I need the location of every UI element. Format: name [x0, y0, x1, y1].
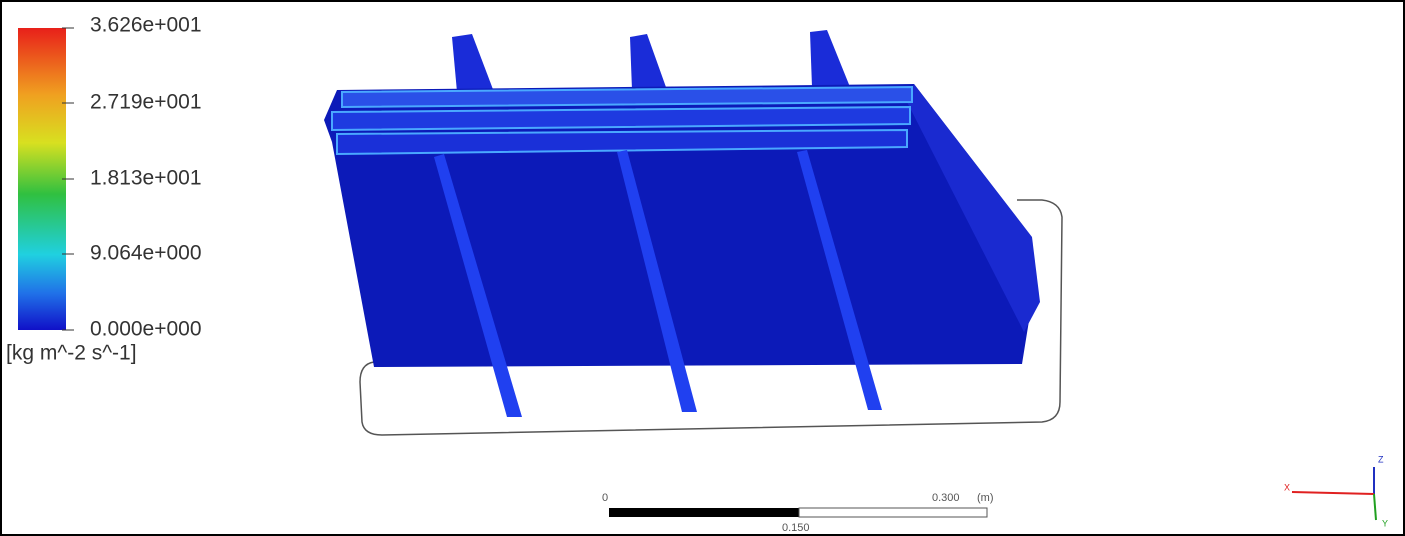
legend-label: 1.813e+001 — [90, 167, 202, 190]
scale-start: 0 — [602, 492, 608, 504]
geometry — [324, 30, 1062, 435]
axis-x: X — [1284, 482, 1290, 492]
axis-triad — [1292, 467, 1376, 520]
axis-z: Z — [1378, 454, 1384, 464]
colorbar — [18, 28, 66, 330]
scale-unit: (m) — [977, 492, 994, 504]
scale-mid: 0.150 — [782, 522, 810, 534]
axis-y: Y — [1382, 518, 1388, 528]
legend-label: 2.719e+001 — [90, 91, 202, 114]
render: 3.626e+001 2.719e+001 1.813e+001 9.064e+… — [2, 2, 1403, 534]
legend-label: 3.626e+001 — [90, 14, 202, 37]
viewport: 3.626e+001 2.719e+001 1.813e+001 9.064e+… — [0, 0, 1405, 536]
legend-label: 0.000e+000 — [90, 318, 202, 341]
scale-bar — [609, 508, 987, 517]
legend-label: 9.064e+000 — [90, 242, 202, 265]
legend-unit: [kg m^-2 s^-1] — [6, 342, 137, 365]
scale-end: 0.300 — [932, 492, 960, 504]
